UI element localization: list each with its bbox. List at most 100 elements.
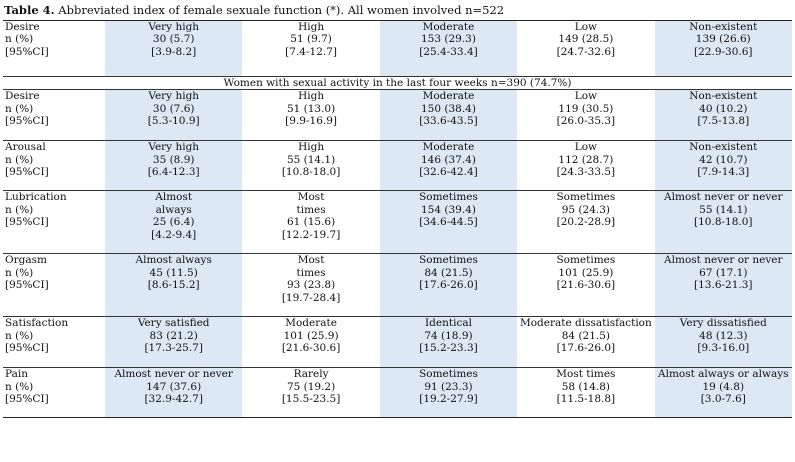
- value-cell: Most times 61 (15.6) [12.2-19.7]: [242, 190, 380, 254]
- n-percent-value: 112 (28.7): [558, 153, 614, 166]
- category-label: Very high: [148, 90, 200, 103]
- value-cell: Sometimes 95 (24.3) [20.2-28.9]: [517, 190, 655, 254]
- ci-value: [9.3-16.0]: [697, 342, 750, 355]
- ci-label: [95%CI]: [5, 279, 49, 292]
- category-label: Very high: [148, 21, 200, 33]
- n-percent-value: 84 (21.5): [424, 266, 473, 279]
- n-percent-label: n (%): [5, 203, 34, 216]
- n-percent-value: 150 (38.4): [421, 102, 476, 115]
- ci-value: [17.6-26.0]: [419, 279, 478, 292]
- category-label: High: [298, 141, 325, 154]
- category-label: Low: [574, 21, 598, 33]
- n-percent-value: 51 (13.0): [286, 102, 336, 115]
- ci-value: [21.6-30.6]: [556, 279, 616, 292]
- category-label: Non-existent: [689, 90, 758, 103]
- ci-value: [7.9-14.3]: [697, 166, 750, 179]
- value-cell: Almost never or never 147 (37.6) [32.9-42.…: [105, 367, 243, 419]
- n-percent-label: n (%): [5, 329, 34, 342]
- value-cell: Moderate dissatisfaction 84 (21.5) [17.6-2…: [517, 316, 655, 368]
- ci-label: [95%CI]: [5, 216, 49, 229]
- n-percent-value: 139 (26.6): [695, 33, 751, 46]
- value-cell: High 51 (9.7) [7.4-12.7]: [242, 20, 380, 77]
- n-percent-value: 93 (23.8): [286, 279, 336, 292]
- category-label: Low: [574, 90, 598, 103]
- ci-value: [6.4-12.3]: [147, 166, 200, 179]
- category-label: High: [298, 21, 325, 33]
- n-percent-value: 75 (19.2): [286, 380, 336, 393]
- n-percent-value: 147 (37.6): [146, 380, 202, 393]
- n-percent-value: 154 (39.4): [421, 203, 476, 216]
- ci-value: [26.0-35.3]: [556, 115, 616, 128]
- category-label: Sometimes: [419, 191, 478, 204]
- table-caption: Table 4. Abbreviated index of female sex…: [4, 3, 504, 17]
- table-label: Table 4.: [4, 3, 55, 17]
- value-cell: Very satisfied 83 (21.2) [17.3-25.7]: [105, 316, 243, 368]
- value-cell: Very high 30 (5.7) [3.9-8.2]: [105, 20, 243, 77]
- n-percent-value: 51 (9.7): [290, 33, 332, 46]
- category-label: Non-existent: [689, 141, 758, 154]
- value-cell: Very dissatisfied 48 (12.3) [9.3-16.0]: [654, 316, 792, 368]
- category-label: Moderate: [285, 317, 337, 330]
- n-percent-value: 30 (7.6): [152, 102, 195, 115]
- domain-label-cell: Lubrication n (%) [95%CI]: [3, 190, 105, 254]
- table-row: Satisfaction n (%) [95%CI] Very satisfied 83…: [3, 316, 792, 368]
- ci-label: [95%CI]: [5, 115, 49, 128]
- ci-value: [17.3-25.7]: [144, 342, 203, 355]
- value-cell: Almost never or never 67 (17.1) [13.6-21.3…: [654, 253, 792, 317]
- ci-value: [17.6-26.0]: [556, 342, 616, 355]
- ci-value: [4.2-9.4]: [151, 228, 197, 241]
- category-label: Very satisfied: [137, 317, 210, 330]
- domain-label-cell: Arousal n (%) [95%CI]: [3, 140, 105, 191]
- table-row: Pain n (%) [95%CI] Almost never or never 147…: [3, 367, 792, 419]
- n-percent-value: 35 (8.9): [152, 153, 195, 166]
- n-percent-label: n (%): [5, 33, 34, 46]
- ci-value: [3.0-7.6]: [700, 393, 746, 406]
- table-row: Orgasm n (%) [95%CI] Almost always 45 (11.5)…: [3, 253, 792, 317]
- value-cell: High 55 (14.1) [10.8-18.0]: [242, 140, 380, 191]
- ci-value: [24.7-32.6]: [556, 45, 616, 58]
- value-cell: Low 149 (28.5) [24.7-32.6]: [517, 20, 655, 77]
- category-label: Almost always or always: [658, 368, 789, 381]
- value-cell: High 51 (13.0) [9.9-16.9]: [242, 89, 380, 141]
- category-label: Almost always: [155, 191, 193, 216]
- category-label: Moderate: [422, 90, 475, 103]
- category-label: Moderate: [422, 141, 475, 154]
- n-percent-value: 83 (21.2): [149, 329, 198, 342]
- n-percent-value: 61 (15.6): [286, 216, 336, 229]
- n-percent-value: 101 (25.9): [558, 266, 614, 279]
- value-cell: Moderate 146 (37.4) [32.6-42.4]: [379, 140, 518, 191]
- ci-value: [9.9-16.9]: [285, 115, 337, 128]
- value-cell: Sometimes 154 (39.4) [34.6-44.5]: [379, 190, 518, 254]
- category-label: Most times: [296, 254, 326, 279]
- value-cell: Moderate 153 (29.3) [25.4-33.4]: [379, 20, 518, 77]
- ci-value: [20.2-28.9]: [556, 216, 616, 229]
- category-label: Sometimes: [419, 254, 478, 267]
- n-percent-value: 55 (14.1): [699, 203, 748, 216]
- ci-label: [95%CI]: [5, 393, 49, 406]
- n-percent-value: 55 (14.1): [286, 153, 336, 166]
- value-cell: Very high 35 (8.9) [6.4-12.3]: [105, 140, 243, 191]
- n-percent-value: 19 (4.8): [702, 380, 745, 393]
- category-label: Very high: [148, 141, 200, 154]
- value-cell: Non-existent 139 (26.6) [22.9-30.6]: [654, 20, 792, 77]
- n-percent-value: 149 (28.5): [558, 33, 614, 46]
- domain-label-cell: Pain n (%) [95%CI]: [3, 367, 105, 419]
- ci-value: [8.6-15.2]: [147, 279, 200, 292]
- domain-label-cell: Satisfaction n (%) [95%CI]: [3, 316, 105, 368]
- ci-value: [21.6-30.6]: [281, 342, 341, 355]
- n-percent-label: n (%): [5, 266, 34, 279]
- ci-value: [7.5-13.8]: [697, 115, 750, 128]
- ci-value: [11.5-18.8]: [556, 393, 616, 406]
- category-label: Identical: [425, 317, 472, 330]
- domain-name: Pain: [5, 368, 28, 381]
- category-label: Very dissatisfied: [679, 317, 767, 330]
- n-percent-value: 91 (23.3): [424, 380, 473, 393]
- n-percent-value: 58 (14.8): [561, 380, 610, 393]
- ci-label: [95%CI]: [5, 166, 49, 179]
- n-percent-value: 30 (5.7): [152, 33, 195, 46]
- n-percent-value: 119 (30.5): [558, 102, 614, 115]
- ci-value: [15.2-23.3]: [419, 342, 478, 355]
- table-title: Abbreviated index of female sexuale func…: [54, 3, 505, 17]
- ci-value: [13.6-21.3]: [694, 279, 753, 292]
- category-label: Sometimes: [556, 191, 616, 204]
